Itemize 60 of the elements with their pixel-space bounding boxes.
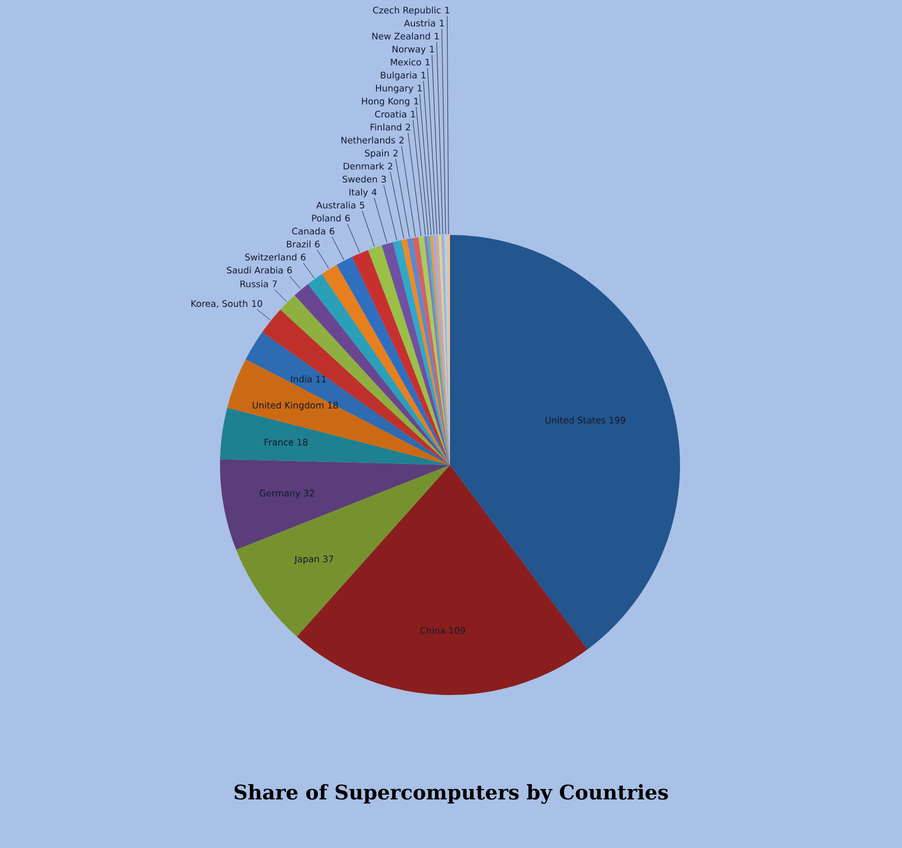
data-label: 1 [434, 32, 439, 40]
slice-label: Germany [260, 490, 300, 498]
slice-label: United States [546, 416, 606, 424]
slice-label: Japan [294, 556, 319, 564]
data-label: 6 [345, 214, 350, 222]
data-label: 1 [430, 46, 434, 52]
slice-label: Saudi Arabia [226, 266, 283, 274]
slice-label: New Zealand [372, 32, 430, 40]
data-label: 7 [272, 280, 277, 288]
slice-label: Poland [312, 214, 341, 222]
slice-label: Brazil [286, 240, 310, 248]
data-label: 2 [388, 162, 392, 170]
slice-label: Bulgaria [380, 72, 417, 80]
slice-label: Hong Kong [362, 98, 410, 106]
data-label: 32 [304, 490, 314, 496]
slice-label: United Kingdom [252, 402, 324, 410]
data-label: 11 [316, 376, 326, 382]
data-label: 5 [360, 202, 364, 209]
data-label: 6 [330, 228, 334, 235]
slice-label: Netherlands [341, 136, 396, 144]
slice-label: Australia [316, 202, 356, 209]
data-label: 2 [406, 124, 410, 130]
slice-label: Italy [350, 188, 368, 198]
slice-label: Korea, South [192, 300, 248, 308]
slice-label: India [291, 375, 312, 382]
data-label: 6 [300, 254, 306, 261]
slice-label: Russia [240, 280, 268, 288]
data-label: 18 [298, 438, 308, 446]
slice-label: France [264, 438, 294, 446]
text: Share of Supercomputers by Countries [234, 784, 668, 804]
slice-label: Mexico [390, 58, 421, 66]
slice-label: Spain [364, 150, 389, 158]
slice-label: Finland [370, 124, 402, 131]
slice-label: Norway [392, 46, 426, 54]
slice-label: Switzerland [245, 254, 296, 261]
slice-label: Austria [404, 20, 435, 27]
data-label: 1 [426, 58, 430, 66]
data-label: 1 [414, 98, 418, 104]
data-label: 10 [252, 300, 262, 307]
data-label: 2 [393, 150, 398, 156]
data-label: 3 [382, 176, 386, 183]
slice-label: China [420, 626, 445, 634]
data-label: 1 [411, 110, 416, 118]
slice-label: Canada [292, 228, 326, 235]
slice-label: Hungary [376, 84, 414, 94]
data-label: 199 [610, 416, 626, 424]
data-label: 6 [315, 240, 320, 248]
slice-label: Sweden [342, 176, 377, 183]
data-label: 109 [449, 627, 465, 634]
slice-label: Croatia [375, 110, 406, 118]
data-label: 4 [372, 188, 377, 196]
data-label: 1 [422, 72, 426, 78]
data-label: 1 [418, 84, 422, 92]
slice-label: Czech Republic [373, 6, 441, 16]
data-label: 1 [445, 6, 450, 14]
data-label: 6 [287, 266, 292, 274]
slice-label: Denmark [344, 162, 384, 170]
data-label: 37 [323, 555, 334, 562]
data-label: 1 [440, 20, 444, 26]
data-label: 2 [399, 136, 404, 144]
